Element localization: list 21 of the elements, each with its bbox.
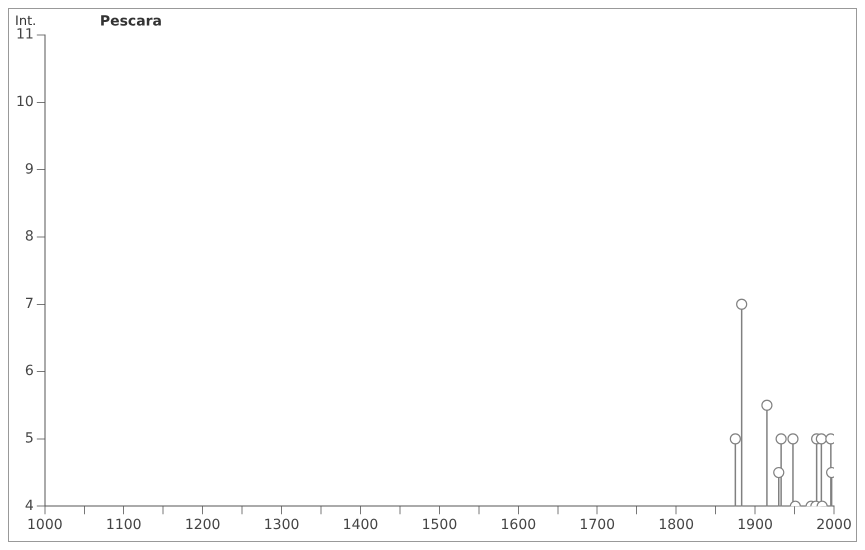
y-tick-label: 9 [24, 161, 34, 178]
y-tick-label: 4 [24, 498, 34, 514]
x-tick-label: 1600 [500, 517, 536, 534]
x-tick-label: 1500 [422, 517, 458, 534]
y-tick-label: 8 [24, 228, 34, 245]
x-tick-label: 1900 [737, 517, 773, 534]
x-tick-label: 1300 [264, 517, 300, 534]
y-axis-title: Int. [15, 14, 36, 29]
x-tick-label: 1000 [26, 517, 63, 534]
y-tick-label: 11 [16, 26, 34, 43]
x-tick-label: 1400 [342, 517, 378, 534]
y-tick-label: 10 [16, 94, 34, 110]
y-tick-label: 6 [24, 363, 34, 380]
y-tick-label: 7 [24, 296, 34, 312]
x-tick-label: 1100 [106, 517, 142, 534]
x-tick-label: 1200 [184, 517, 220, 534]
chart-title: Pescara [100, 14, 162, 30]
x-tick-label: 1800 [658, 517, 694, 534]
x-tick-label: 1700 [579, 517, 616, 534]
x-tick-label: 2000 [816, 517, 852, 534]
y-tick-label: 5 [24, 430, 34, 447]
